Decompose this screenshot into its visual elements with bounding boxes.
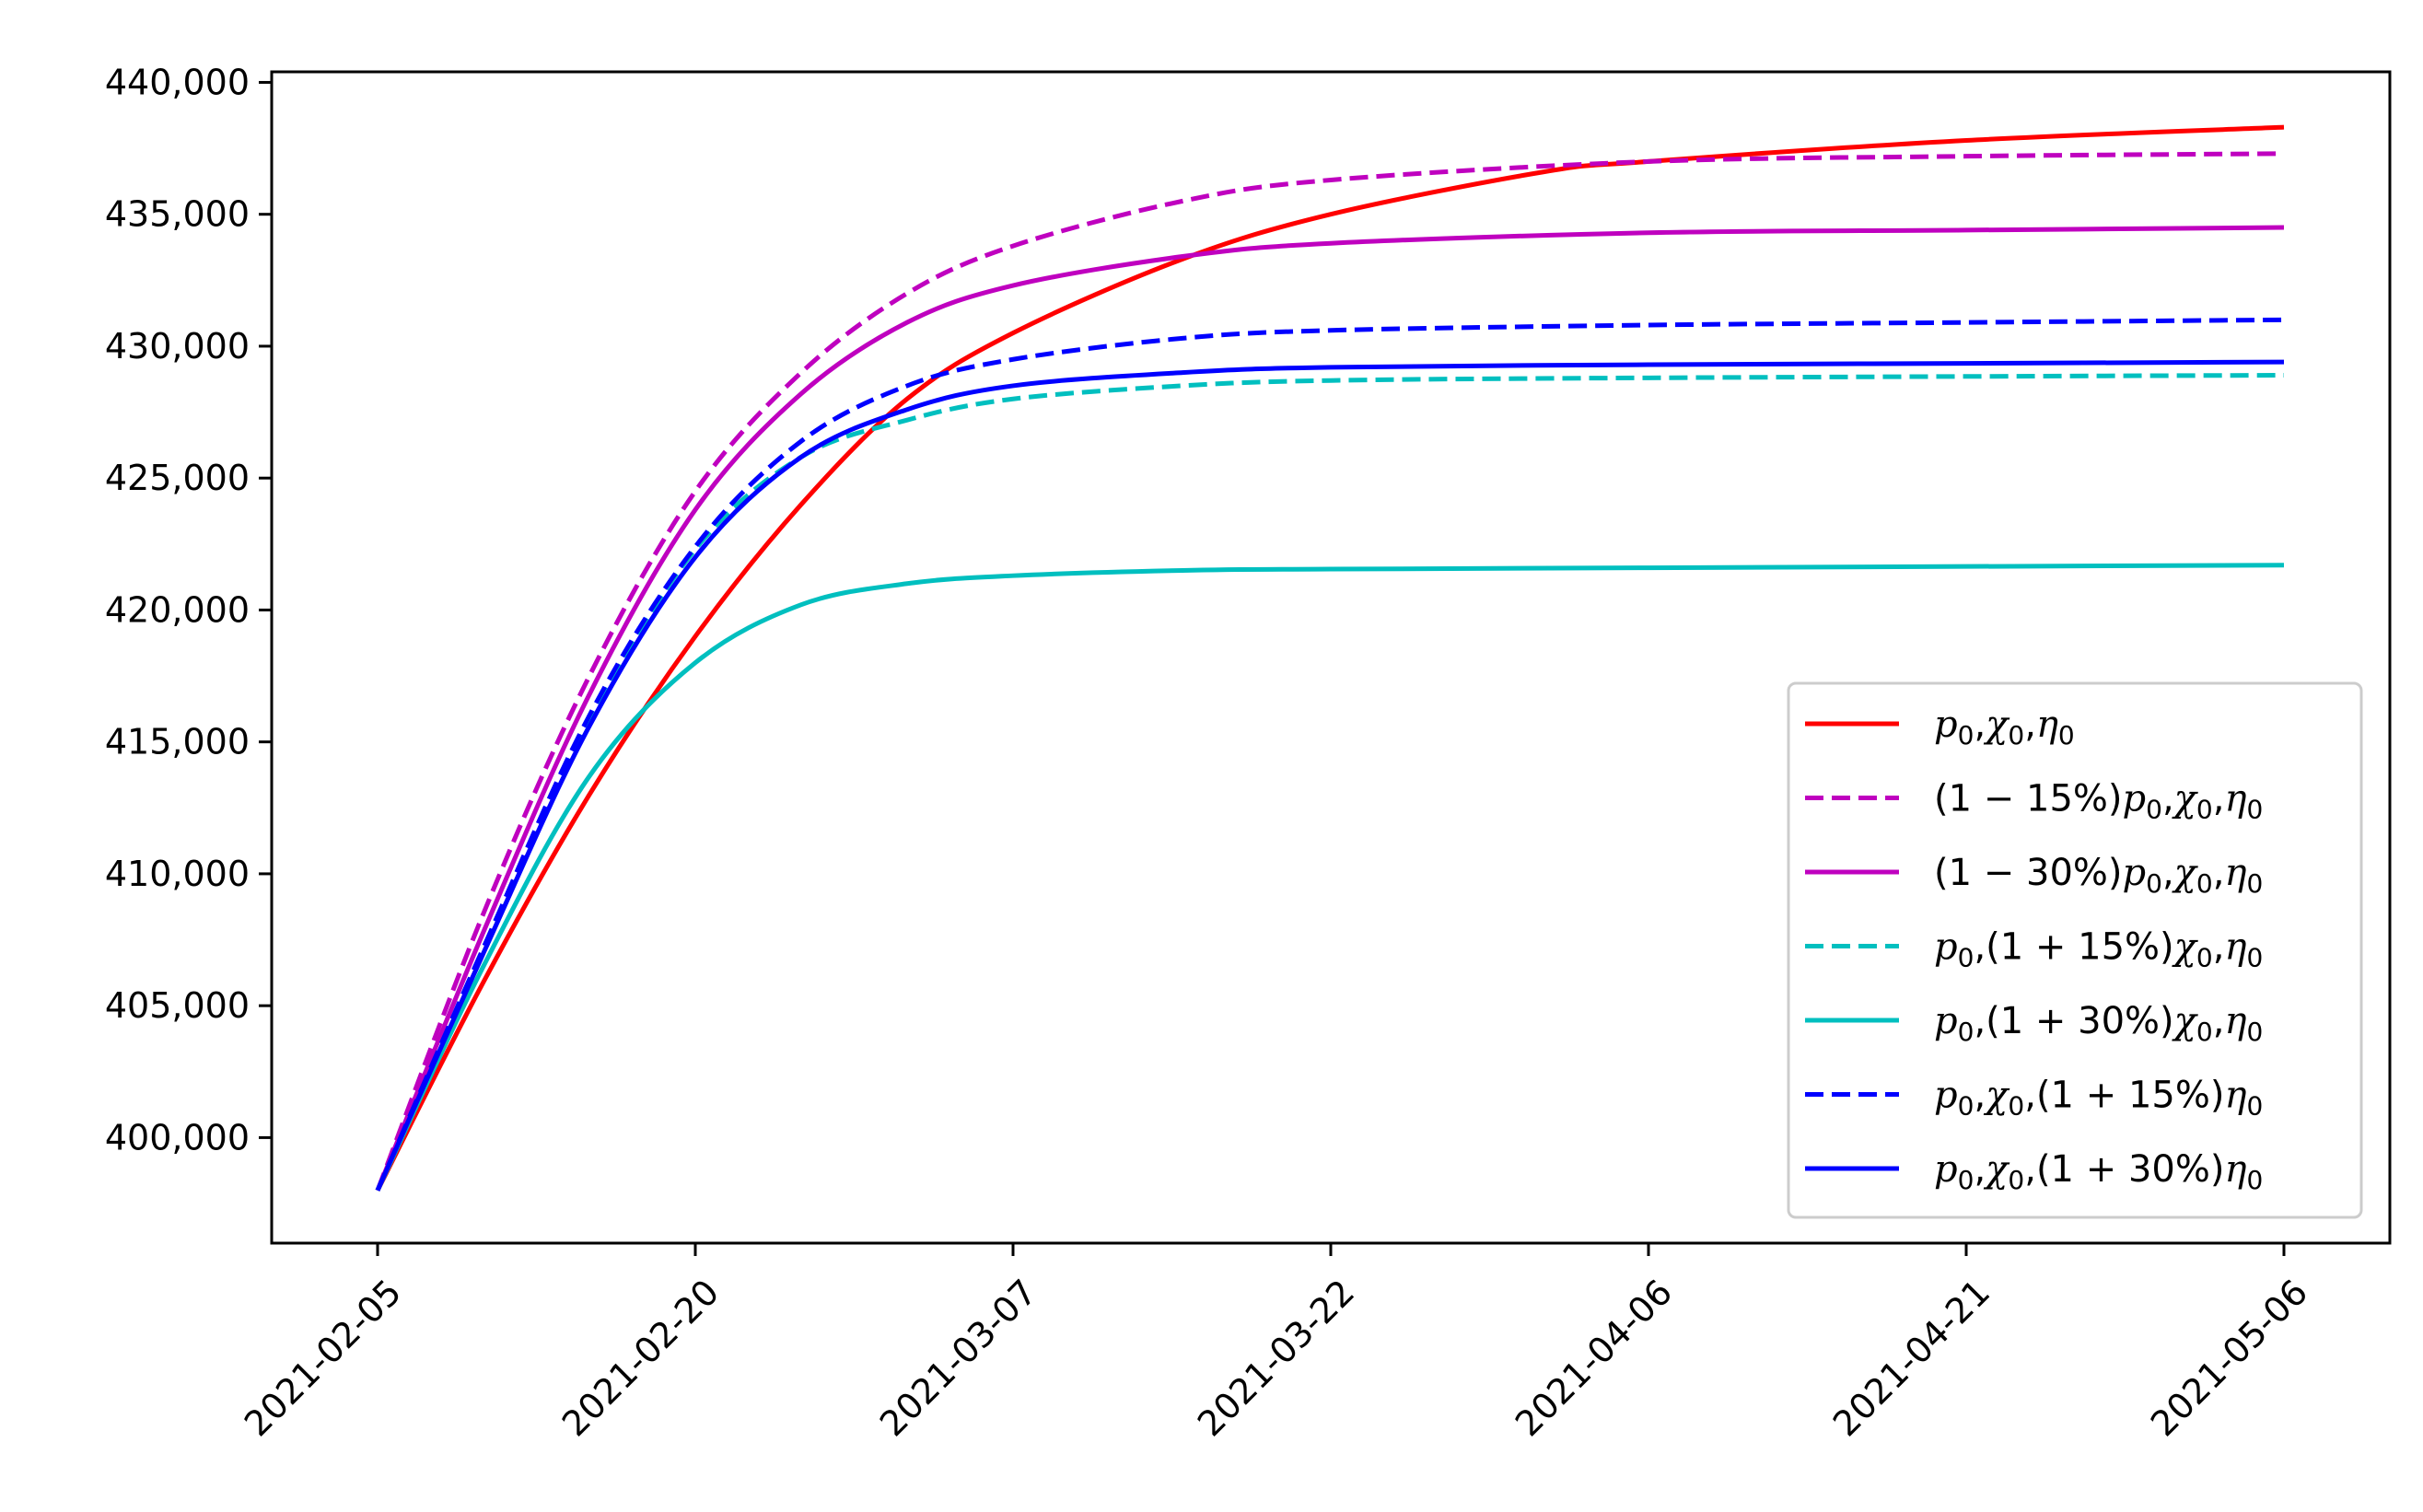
legend-label-part: 0 [2246,795,2263,825]
legend-label: p0,χ0,η0 [1934,704,2075,750]
legend-label-part: , [1974,704,1986,746]
legend-label-part: 0 [2246,1091,2263,1122]
legend-label-part: 0 [2246,1017,2263,1047]
legend-label-part: χ [2172,852,2199,894]
legend-label-part: χ [1983,704,2010,746]
legend-label: (1 − 15%)p0,χ0,η0 [1934,778,2263,825]
legend-label-part: ,(1 + 15%) [2024,1075,2224,1117]
legend-label-part: 0 [1958,943,1975,973]
legend-label-part: ,(1 + 30%) [2024,1148,2224,1191]
y-tick-label: 405,000 [105,985,250,1026]
legend-label-part: 0 [2008,1165,2024,1195]
legend-label-part: p [1934,1075,1958,1117]
legend-label-part: p [1934,704,1958,746]
legend-label-part: 0 [2008,1091,2024,1122]
legend-label-part: η [2224,926,2246,969]
legend-label: p0,(1 + 30%)χ0,η0 [1934,1000,2263,1047]
series-line-2 [375,151,2285,1192]
x-tick-label: 2021-02-20 [554,1272,727,1444]
series-line-1 [375,124,2285,1192]
legend-label-part: 0 [2246,1165,2263,1195]
legend-label-part: 0 [1958,1091,1975,1122]
legend-label-part: χ [1983,1075,2010,1117]
legend-label-part: η [2224,1148,2246,1191]
legend-label-part: η [2224,778,2246,820]
legend-label-part: , [1974,1075,1986,1117]
legend-label-part: p [1934,1000,1958,1042]
legend-label-part: 0 [2146,795,2162,825]
x-axis: 2021-02-05 2021-02-20 2021-03-07 2021-03-22… [237,1243,2315,1444]
y-tick-label: 440,000 [105,62,250,102]
legend-label-part: η [2224,1000,2246,1042]
series-line-7 [375,359,2285,1192]
legend-label: (1 − 30%)p0,χ0,η0 [1934,852,2263,899]
legend-label-part: (1 − 15%) [1934,778,2123,820]
legend-label-part: , [2213,778,2225,820]
legend-label-part: χ [2172,778,2199,820]
legend-label: p0,(1 + 15%)χ0,η0 [1934,926,2263,973]
x-tick-label: 2021-03-22 [1190,1272,1362,1444]
legend-label-part: 0 [1958,1017,1975,1047]
legend-label-part: 0 [2196,1017,2213,1047]
legend-label-part: p [2123,852,2147,894]
legend-label-part: , [2213,852,2225,894]
y-axis: 400,000 405,000 410,000 415,000 420,000 425,0… [105,62,272,1157]
x-tick-label: 2021-04-21 [1825,1272,1998,1444]
y-tick-label: 410,000 [105,854,250,894]
x-tick-label: 2021-02-05 [237,1272,409,1444]
legend-label-part: η [2224,1075,2246,1117]
legend-label-part: 0 [2146,868,2162,899]
y-tick-label: 435,000 [105,194,250,235]
legend-label-part: χ [1983,1148,2010,1191]
legend-label-part: , [2162,852,2174,894]
legend-label-part: , [2024,704,2036,746]
legend-label: p0,χ0,(1 + 15%)η0 [1934,1075,2263,1122]
legend-label: p0,χ0,(1 + 30%)η0 [1934,1148,2263,1195]
legend-label-part: p [1934,926,1958,969]
legend-box [1787,681,2363,1219]
series-line-3 [375,225,2285,1192]
legend-label-part: 0 [2058,720,2075,750]
y-tick-label: 400,000 [105,1117,250,1157]
legend-label-part: 0 [2246,868,2263,899]
x-tick-label: 2021-04-06 [1508,1272,1680,1444]
legend-label-part: 0 [1958,1165,1975,1195]
legend-label-part: 0 [2196,868,2213,899]
legend-label-part: χ [2172,1000,2199,1042]
legend-label-part: , [2213,926,2225,969]
y-tick-label: 430,000 [105,326,250,366]
legend-label-part: , [2162,778,2174,820]
legend-label-part: ,(1 + 15%) [1974,926,2173,969]
x-tick-label: 2021-05-06 [2143,1272,2315,1444]
legend: p0,χ0,η0(1 − 15%)p0,χ0,η0(1 − 30%)p0,χ0,… [1787,681,2363,1219]
legend-label-part: (1 − 30%) [1934,852,2123,894]
legend-label-part: 0 [2246,943,2263,973]
y-tick-label: 425,000 [105,458,250,498]
legend-label-part: p [1934,1148,1958,1191]
legend-label-part: p [2123,778,2147,820]
legend-label-part: , [2213,1000,2225,1042]
legend-label-part: η [2224,852,2246,894]
legend-label-part: 0 [2196,795,2213,825]
legend-label-part: 0 [2008,720,2024,750]
series-line-5 [375,563,2285,1192]
legend-label-part: 0 [2196,943,2213,973]
legend-label-part: ,(1 + 30%) [1974,1000,2173,1042]
legend-label-part: 0 [1958,720,1975,750]
legend-label-part: η [2036,704,2058,746]
legend-label-part: χ [2172,926,2199,969]
y-tick-label: 420,000 [105,589,250,630]
x-tick-label: 2021-03-07 [872,1272,1044,1444]
legend-label-part: , [1974,1148,1986,1191]
series-layer [375,124,2285,1192]
y-tick-label: 415,000 [105,722,250,762]
